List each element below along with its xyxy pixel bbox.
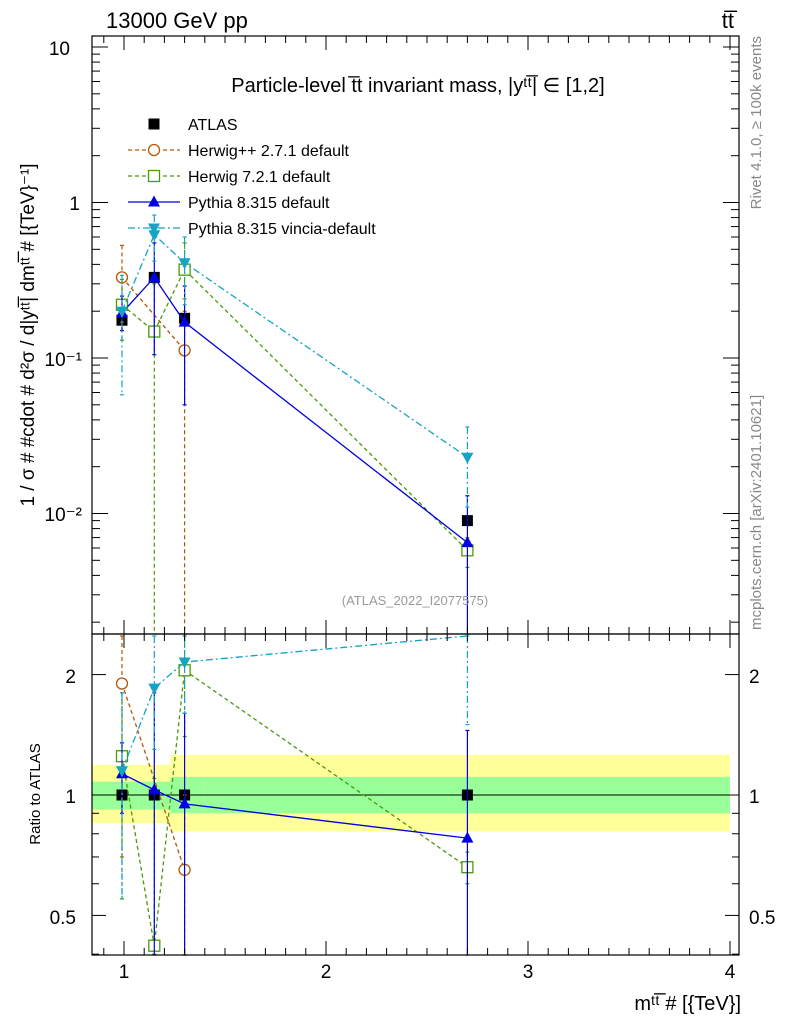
y-tick-label-10: 10 [49,39,70,60]
ratio-series-4 [115,635,470,900]
legend: ATLAS Herwig++ 2.7.1 default Herwig 7.2.… [128,117,376,238]
main-series-3 [115,242,474,635]
y-tick-label-0p1: 10⁻¹ [45,350,83,371]
ratio-line-4 [121,635,468,771]
legend-marker-1 [147,143,161,157]
main-line-3 [121,276,468,544]
main-marker-3-2 [178,315,191,327]
legend-marker-2 [147,169,161,183]
main-line-1 [121,276,186,351]
y-tick-label-0p01: 10⁻² [45,505,83,526]
ratio-line-1 [121,683,186,871]
header-left: 13000 GeV pp [106,8,248,33]
y-tick-label-1: 1 [69,194,80,215]
header-right: tt̅ [722,8,738,33]
x-tick-label-3: 3 [523,962,534,983]
legend-label-pythia: Pythia 8.315 default [188,195,330,212]
main-series-0 [116,271,473,527]
ratio-marker-4-0 [115,766,128,778]
x-axis-label: mᵗᵗ̅ # [{TeV}] [634,992,741,1015]
ratio-tick-label-2-right: 2 [749,667,760,688]
band-inner-bin-0 [92,781,139,810]
legend-label-herwigpp: Herwig++ 2.7.1 default [188,143,350,160]
legend-label-vincia: Pythia 8.315 vincia-default [188,221,376,238]
ratio-tick-label-0p5-right: 0.5 [749,908,775,929]
main-series-4 [115,214,474,508]
ratio-tick-label-1: 1 [65,787,76,808]
ratio-tick-label-2: 2 [65,667,76,688]
x-tick-label-2: 2 [321,962,332,983]
axis-ticks [92,36,739,955]
ratio-tick-label-0p5: 0.5 [50,908,76,929]
ratio-marker-1-0 [115,677,129,690]
legend-marker-0 [148,118,160,130]
legend-label-atlas: ATLAS [188,117,238,134]
main-marker-4-3 [461,452,474,464]
ratio-marker-3-2 [178,797,191,809]
main-line-2 [121,268,468,551]
ratio-marker-4-2 [178,657,191,669]
legend-marker-3 [148,195,160,207]
main-marker-4-0 [115,306,128,318]
legend-label-herwig7: Herwig 7.2.1 default [188,169,331,186]
main-panel-data [115,214,474,635]
main-marker-4-2 [178,258,191,270]
ratio-tick-label-1-right: 1 [749,787,760,808]
ratio-line-2 [121,669,468,946]
main-line-4 [121,233,468,458]
ratio-marker-3-1 [148,783,161,795]
rivet-version-label: Rivet 4.1.0, ≥ 100k events [748,36,765,209]
ratio-axis-label: Ratio to ATLAS [27,743,44,844]
ratio-marker-4-1 [148,683,161,695]
x-tick-label-4: 4 [725,962,736,983]
ratio-line-3 [121,773,468,839]
main-marker-4-1 [148,230,161,242]
chart-title: Particle-level t̅t invariant mass, |yᵗᵗ̅… [231,74,604,97]
legend-marker-4 [148,223,160,235]
x-tick-label-1: 1 [119,962,130,983]
main-marker-3-1 [148,270,161,282]
main-marker-3-3 [461,536,474,548]
analysis-watermark: (ATLAS_2022_I2077575) [342,593,488,608]
ratio-panel-data [115,635,474,956]
source-label: mcplots.cern.ch [arXiv:2401.10621] [748,395,765,630]
y-axis-label: 1 / σ # #cdot # d²σ / d|yᵗᵗ̅| dmᵗᵗ̅ # [{… [18,163,39,506]
ratio-marker-3-3 [461,831,474,843]
